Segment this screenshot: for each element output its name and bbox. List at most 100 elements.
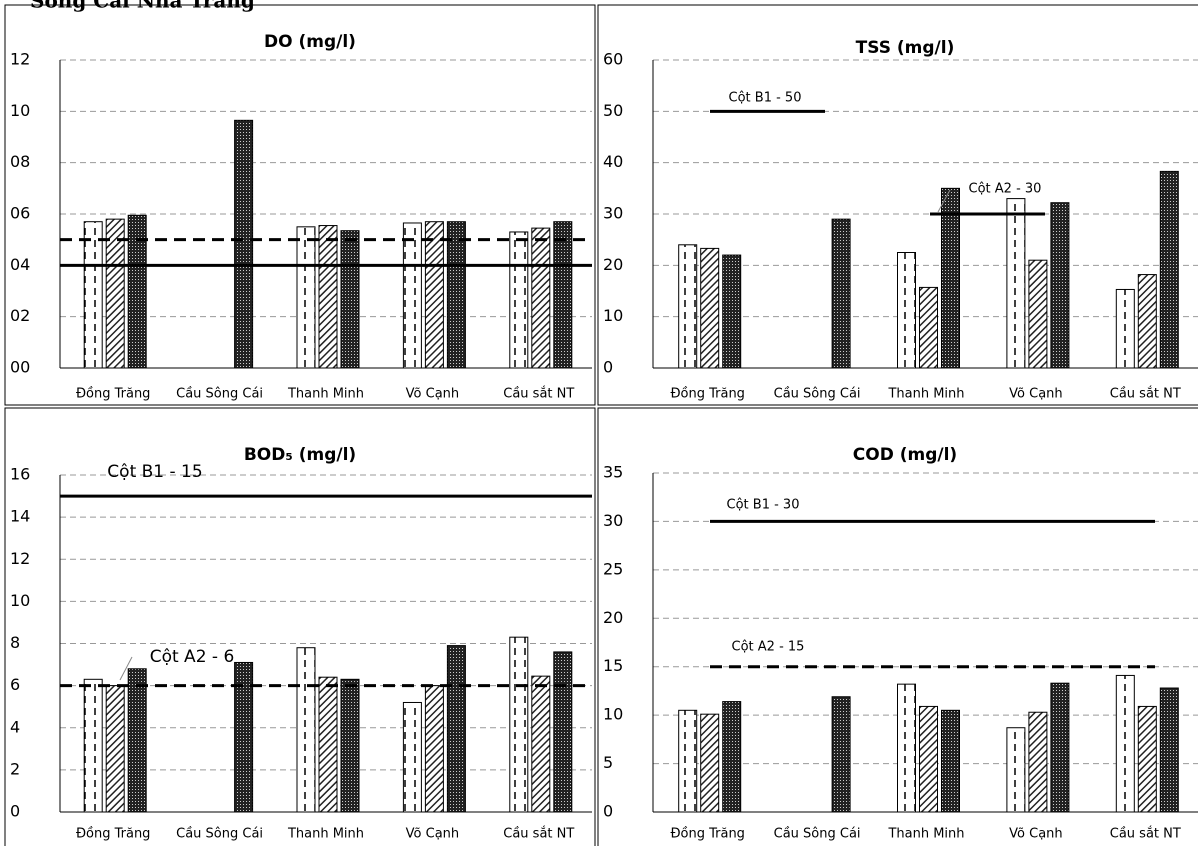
- y-tick-label: 14: [10, 507, 30, 526]
- bar: [1159, 687, 1179, 813]
- y-tick-label: 40: [603, 152, 623, 171]
- bar: [831, 218, 851, 369]
- y-tick-label: 6: [10, 675, 20, 694]
- y-tick-label: 50: [603, 101, 623, 120]
- bar: [105, 218, 125, 369]
- bar: [424, 685, 444, 813]
- bar: [402, 222, 422, 369]
- bar: [127, 214, 147, 369]
- y-tick-label: 15: [603, 656, 623, 675]
- bar: [234, 119, 254, 369]
- chart-title: TSS (mg/l): [856, 38, 955, 58]
- bar: [1137, 705, 1157, 813]
- y-tick-label: 04: [10, 255, 30, 274]
- chart-title: DO (mg/l): [264, 32, 356, 52]
- bar: [446, 645, 466, 813]
- bar: [897, 683, 916, 813]
- label-leader: [119, 656, 133, 681]
- bar: [1137, 274, 1157, 369]
- y-tick-label: 20: [603, 255, 623, 274]
- y-tick-label: 0: [603, 358, 613, 377]
- bar: [941, 187, 960, 369]
- bar: [553, 221, 573, 369]
- y-tick-label: 00: [10, 358, 30, 377]
- bar: [340, 230, 360, 369]
- x-tick-label: Cầu Sông Cái: [774, 827, 861, 842]
- label-leader: [937, 189, 951, 213]
- chart-title: COD (mg/l): [853, 445, 957, 465]
- x-tick-label: Võ Cạnh: [1009, 827, 1063, 842]
- bar: [897, 252, 916, 369]
- bar: [318, 225, 338, 369]
- reference-label: Cột A2 - 30: [969, 182, 1042, 197]
- x-tick-label: Cầu Sông Cái: [176, 827, 263, 842]
- reference-label: Cột B1 - 15: [107, 462, 202, 482]
- bar: [700, 713, 720, 813]
- bar: [722, 701, 742, 813]
- bar: [1115, 674, 1135, 813]
- x-tick-label: Cầu sắt NT: [1110, 827, 1181, 842]
- y-tick-label: 08: [10, 152, 30, 171]
- y-tick-label: 06: [10, 204, 30, 223]
- y-tick-label: 5: [603, 753, 613, 772]
- bar: [105, 685, 125, 813]
- x-tick-label: Thanh Minh: [887, 387, 964, 402]
- y-tick-label: 30: [603, 511, 623, 530]
- y-tick-label: 0: [10, 802, 20, 821]
- bar: [83, 678, 103, 813]
- y-tick-label: 10: [10, 101, 30, 120]
- panel-frame: [4, 407, 596, 846]
- bar: [678, 244, 698, 369]
- x-tick-label: Võ Cạnh: [1009, 387, 1063, 402]
- x-tick-label: Cầu sắt NT: [1110, 387, 1181, 402]
- bar: [424, 221, 444, 369]
- y-tick-label: 10: [603, 705, 623, 724]
- bar: [340, 678, 360, 813]
- y-tick-label: 12: [10, 50, 30, 69]
- bar: [1028, 711, 1048, 813]
- y-tick-label: 30: [603, 204, 623, 223]
- y-tick-label: 10: [10, 591, 30, 610]
- bar: [531, 675, 551, 813]
- bar: [318, 676, 338, 813]
- x-tick-label: Cầu Sông Cái: [176, 387, 263, 402]
- bar: [509, 231, 529, 369]
- x-tick-label: Thanh Minh: [887, 827, 964, 842]
- panel-frame: [4, 4, 596, 406]
- bar: [509, 636, 529, 813]
- bar: [678, 709, 698, 813]
- reference-label: Cột B1 - 30: [727, 498, 800, 513]
- y-tick-label: 12: [10, 549, 30, 568]
- y-tick-label: 35: [603, 463, 623, 482]
- x-tick-label: Võ Cạnh: [406, 387, 460, 402]
- bar: [1006, 727, 1026, 813]
- bar: [83, 221, 103, 369]
- bar: [553, 651, 573, 813]
- bar: [919, 705, 938, 813]
- x-tick-label: Cầu Sông Cái: [774, 387, 861, 402]
- y-tick-label: 10: [603, 306, 623, 325]
- x-tick-label: Thanh Minh: [287, 387, 364, 402]
- x-tick-label: Cầu sắt NT: [503, 387, 574, 402]
- bar: [831, 696, 851, 813]
- y-tick-label: 2: [10, 759, 20, 778]
- y-tick-label: 8: [10, 633, 20, 652]
- bar: [1006, 198, 1026, 369]
- bar: [296, 226, 316, 369]
- bar: [919, 286, 938, 369]
- bar: [722, 254, 742, 369]
- bar: [234, 661, 254, 813]
- bar: [296, 647, 316, 813]
- x-tick-label: Đồng Trăng: [76, 387, 150, 402]
- bar: [127, 668, 147, 813]
- y-tick-label: 4: [10, 717, 20, 736]
- y-tick-label: 20: [603, 608, 623, 627]
- bar: [700, 247, 720, 369]
- bar: [446, 221, 466, 369]
- reference-label: Cột A2 - 15: [732, 640, 805, 655]
- bar: [531, 227, 551, 369]
- reference-label: Cột B1 - 50: [729, 91, 802, 106]
- y-tick-label: 60: [603, 50, 623, 69]
- bar: [1159, 170, 1179, 369]
